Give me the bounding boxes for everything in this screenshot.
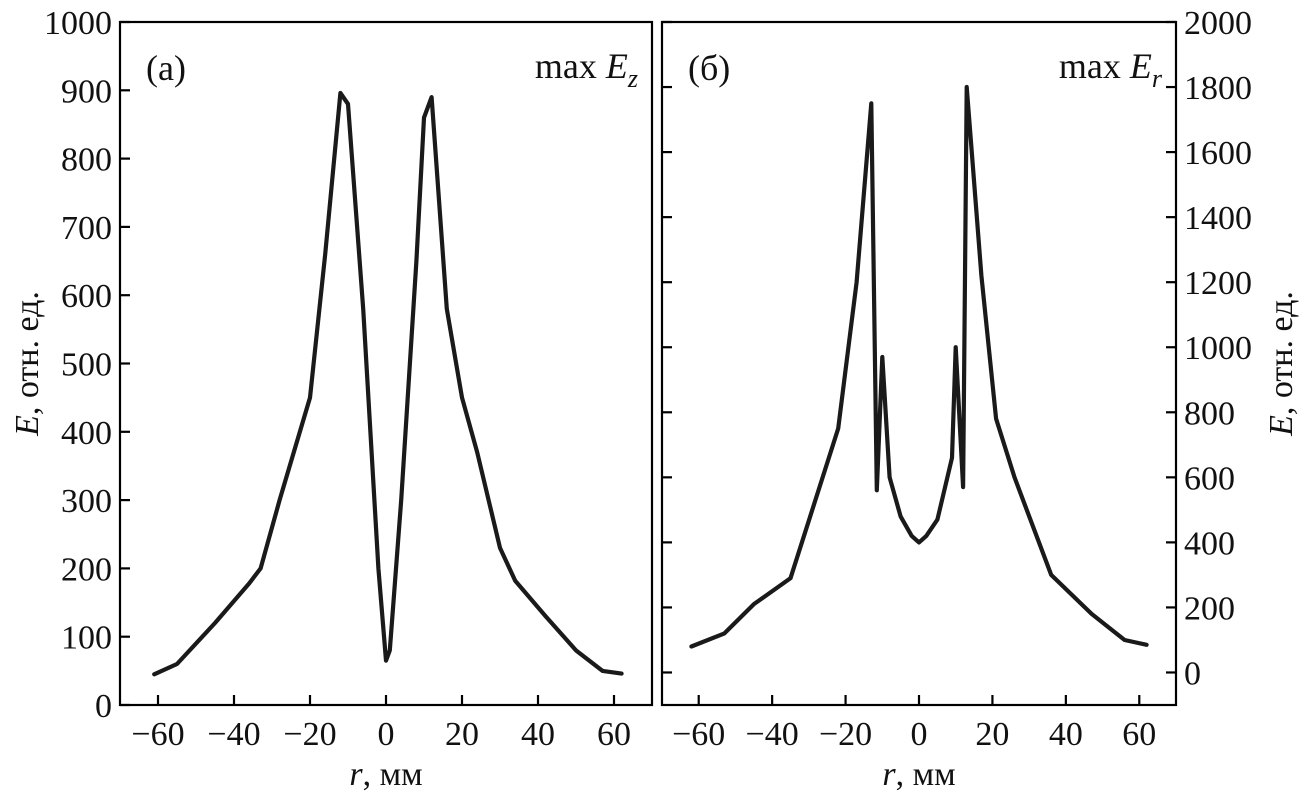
x-tick-label: 20: [975, 716, 1009, 753]
x-tick-label: −60: [672, 716, 725, 753]
data-line: [689, 84, 1149, 649]
x-tick-label: 40: [521, 716, 555, 753]
y-tick-label: 900: [61, 73, 112, 110]
y-tick-label: 400: [1184, 525, 1235, 562]
x-tick-label: −40: [746, 716, 799, 753]
panel-a: −60 −40 −20 0 20 40 60010020030040050060070080…: [9, 5, 654, 793]
x-tick-label: 20: [445, 716, 479, 753]
y-tick-label: 800: [1184, 395, 1235, 432]
y-tick-label: 1200: [1184, 265, 1252, 302]
y-tick-label: 1400: [1184, 200, 1252, 237]
x-axis-label: r, мм: [349, 756, 422, 793]
x-tick-label: −40: [207, 716, 260, 753]
y-tick-label: 1600: [1184, 135, 1252, 172]
y-tick-label: 700: [61, 210, 112, 247]
panel-label: (a): [146, 48, 186, 88]
plot-frame: [660, 20, 1178, 707]
y-tick-label: 0: [1184, 655, 1201, 692]
plot-frame: [118, 20, 654, 707]
y-tick-label: 0: [95, 688, 112, 725]
panel-label: (б): [688, 48, 730, 88]
x-axis-label: r, мм: [882, 756, 955, 793]
x-tick-label: 0: [911, 716, 928, 753]
x-tick-label: −20: [283, 716, 336, 753]
y-tick-label: 100: [61, 620, 112, 657]
x-tick-label: −60: [131, 716, 184, 753]
series-annotation: max Er: [1059, 46, 1163, 93]
y-axis-label: E, отн. ед.: [9, 291, 46, 437]
panel-b: −60 −40 −20 0 20 40 60020040060080010001200140…: [660, 5, 1300, 793]
y-tick-label: 800: [61, 142, 112, 179]
x-tick-label: 40: [1049, 716, 1083, 753]
y-tick-label: 200: [1184, 590, 1235, 627]
y-tick-label: 1000: [44, 5, 112, 42]
y-tick-label: 300: [61, 483, 112, 520]
x-tick-label: 0: [378, 716, 395, 753]
y-tick-label: 600: [1184, 460, 1235, 497]
x-tick-label: 60: [1122, 716, 1156, 753]
series-annotation: max Ez: [535, 46, 638, 93]
y-tick-label: 1800: [1184, 70, 1252, 107]
y-axis-label: E, отн. ед.: [1263, 291, 1300, 437]
y-tick-label: 200: [61, 551, 112, 588]
y-tick-label: 600: [61, 278, 112, 315]
y-tick-label: 500: [61, 347, 112, 384]
y-tick-label: 2000: [1184, 5, 1252, 42]
x-tick-label: −20: [819, 716, 872, 753]
y-tick-label: 400: [61, 415, 112, 452]
data-line: [152, 90, 624, 677]
x-tick-label: 60: [597, 716, 631, 753]
y-tick-label: 1000: [1184, 330, 1252, 367]
